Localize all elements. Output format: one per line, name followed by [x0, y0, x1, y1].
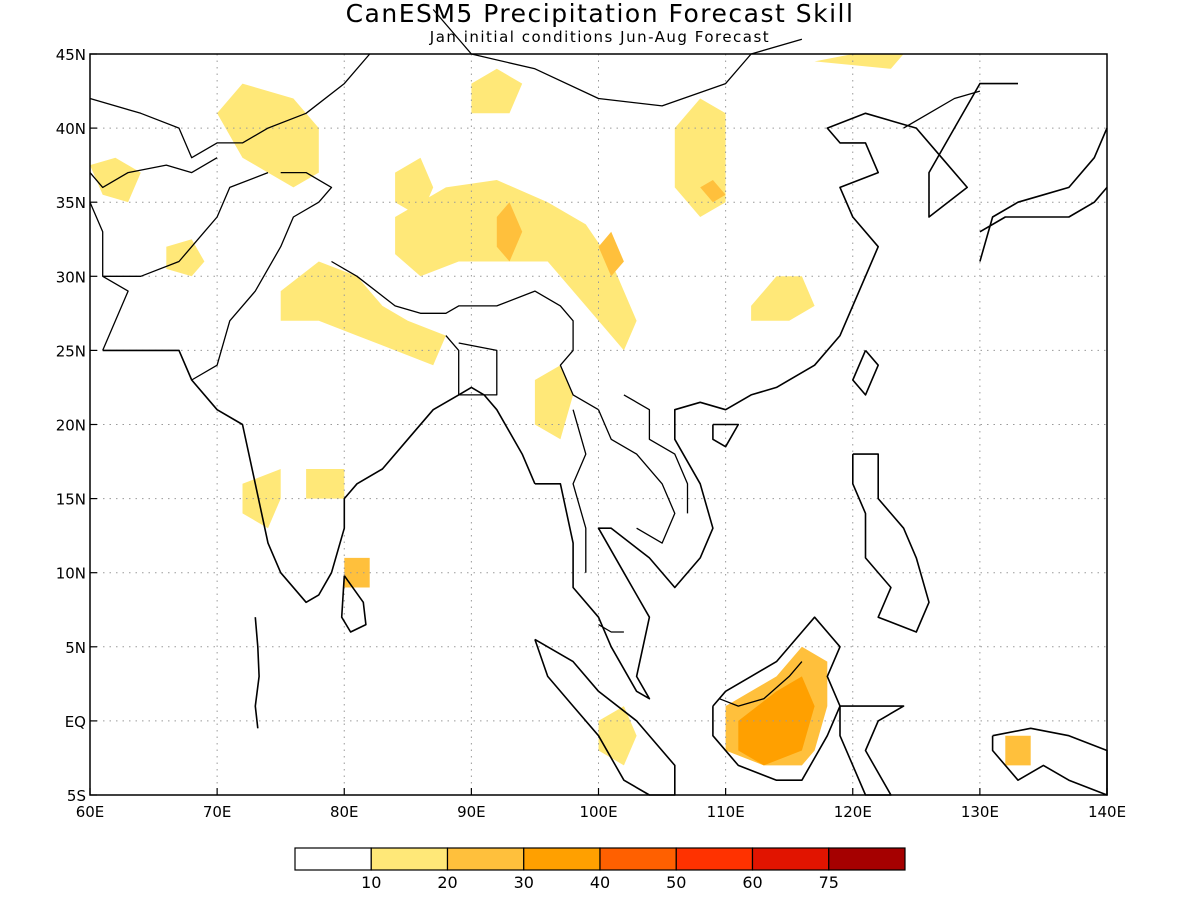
skill-region-yunnan — [598, 231, 624, 277]
skill-region-pakistan-nw — [217, 83, 319, 188]
skill-region-west-india — [242, 469, 281, 529]
coastline-borneo — [712, 616, 841, 782]
border-myanmar-thai — [572, 409, 587, 573]
skill-region-east-india — [306, 469, 345, 499]
longitude-axis: 60E 70E 80E 90E 100E 110E 120E 130E 140E — [76, 788, 1126, 821]
y-tick-label: 40N — [56, 120, 86, 138]
y-tick-label: 35N — [56, 194, 86, 212]
border-malay — [598, 624, 624, 633]
map-title: CanESM5 Precipitation Forecast Skill — [345, 0, 855, 28]
border-korea-china — [903, 90, 981, 129]
y-tick-label: 30N — [56, 268, 86, 286]
colorbar-swatch — [523, 847, 601, 871]
y-tick-label: 5N — [65, 639, 86, 657]
colorbar-swatch — [675, 847, 754, 871]
colorbar-swatch — [446, 847, 525, 871]
coastline-hainan — [712, 423, 740, 448]
x-tick-label: 100E — [579, 803, 617, 821]
border-central-asia — [89, 53, 371, 159]
skill-region-china-east — [751, 276, 815, 321]
colorbar-swatch — [370, 847, 449, 871]
coastline-new-guinea — [991, 727, 1108, 796]
skill-region-afghanistan — [166, 239, 205, 277]
coastline-sulawesi — [839, 705, 905, 796]
y-tick-label: 5S — [67, 787, 86, 805]
skill-region-tibet-core — [496, 202, 523, 262]
colorbar-label: 30 — [514, 873, 534, 892]
x-tick-label: 130E — [961, 803, 999, 821]
x-tick-label: 80E — [330, 803, 359, 821]
skill-region-korea-north — [814, 54, 904, 69]
border-iran-pak — [89, 201, 129, 351]
y-tick-label: 15N — [56, 491, 86, 509]
colorbar: 10 20 30 40 50 60 75 — [294, 847, 906, 892]
border-borneo-kalimantan — [719, 661, 803, 707]
colorbar-swatch — [751, 847, 830, 871]
border-bangladesh — [445, 335, 498, 396]
colorbar-label: 10 — [361, 873, 381, 892]
y-tick-label: EQ — [65, 713, 86, 731]
coastline-taiwan — [851, 349, 880, 396]
coastline-layer — [102, 82, 1108, 796]
skill-region-myanmar — [534, 365, 574, 440]
y-tick-label: 10N — [56, 565, 86, 583]
border-thai-laos — [597, 409, 676, 544]
border-himalaya — [331, 260, 599, 411]
colorbar-label: 75 — [819, 873, 839, 892]
colorbar-label: 40 — [590, 873, 610, 892]
x-tick-label: 140E — [1088, 803, 1126, 821]
border-pak-india — [191, 171, 333, 381]
coastline-sri-lanka — [340, 575, 367, 633]
colorbar-label: 50 — [666, 873, 686, 892]
x-tick-label: 60E — [76, 803, 105, 821]
map-subtitle: Jan initial conditions Jun-Aug Forecast — [429, 28, 771, 46]
x-tick-label: 70E — [203, 803, 232, 821]
skill-region-sumatra — [598, 706, 637, 766]
border-vietnam-laos — [623, 394, 689, 514]
coastline-japan-south — [979, 186, 1108, 233]
colorbar-swatch — [294, 847, 372, 871]
skill-region-china-north-core — [700, 180, 726, 203]
colorbar-swatch — [828, 847, 906, 871]
border-iran-north — [89, 157, 218, 189]
x-tick-label: 90E — [457, 803, 486, 821]
skill-region-central-asia-north — [471, 68, 523, 114]
border-china-mongolia — [432, 9, 803, 107]
coastline-sumatra — [534, 638, 676, 796]
skill-region-irian — [1005, 735, 1031, 766]
skill-region-north-india — [280, 261, 446, 366]
skill-region-borneo-inner — [738, 676, 815, 766]
coastline-philippines — [851, 453, 930, 633]
coastline-indochina — [534, 82, 1018, 700]
border-pak-afg — [102, 171, 269, 277]
coastline-maldives — [254, 617, 260, 729]
colorbar-label: 60 — [742, 873, 762, 892]
border-layer — [89, 9, 981, 707]
colorbar-swatch — [599, 847, 677, 871]
y-tick-label: 25N — [56, 342, 86, 360]
coastline-japan — [979, 127, 1108, 262]
x-tick-label: 120E — [834, 803, 872, 821]
skill-shading-layer — [90, 54, 1031, 766]
latitude-axis: 45N 40N 35N 30N 25N 20N 15N 10N 5N EQ 5S — [56, 46, 97, 805]
coastline-india — [102, 349, 536, 604]
colorbar-label: 20 — [437, 873, 457, 892]
y-tick-label: 45N — [56, 46, 86, 64]
x-tick-label: 110E — [707, 803, 745, 821]
y-tick-label: 20N — [56, 417, 86, 435]
skill-region-tibet-central — [395, 180, 637, 351]
